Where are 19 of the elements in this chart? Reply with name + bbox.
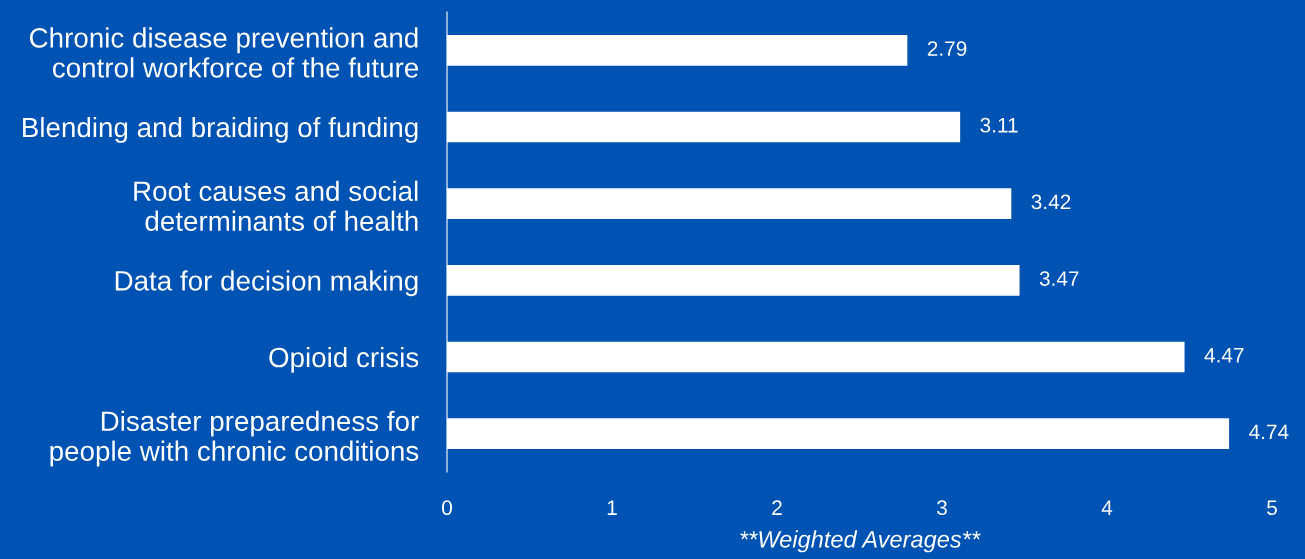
y-tick-label: Chronic disease prevention and control workforce of the future xyxy=(29,27,419,78)
x-tick-label: 4 xyxy=(1101,500,1113,515)
y-tick-label: Disaster preparedness for people with chronic conditions xyxy=(50,410,419,467)
x-tick-label: 1 xyxy=(607,500,617,515)
y-tick-label: Blending and braiding of funding xyxy=(23,116,418,143)
data-label: 4.74 xyxy=(1249,424,1289,440)
y-tick-label: Data for decision making xyxy=(115,270,418,297)
data-label: 2.79 xyxy=(927,41,967,56)
data-label: 4.47 xyxy=(1204,348,1244,363)
data-label: 3.42 xyxy=(1031,194,1071,210)
y-tick-label: Opioid crisis xyxy=(269,346,419,373)
x-tick-label: 5 xyxy=(1267,500,1277,516)
x-tick-label: 2 xyxy=(772,500,782,515)
x-tick-label: 0 xyxy=(442,500,452,516)
x-axis-title: **Weighted Averages** xyxy=(740,530,981,553)
data-label: 3.47 xyxy=(1039,271,1079,286)
data-label: 3.11 xyxy=(980,117,1018,133)
x-tick-label: 3 xyxy=(937,500,947,516)
y-tick-label: Root causes and social determinants of health xyxy=(134,180,418,231)
